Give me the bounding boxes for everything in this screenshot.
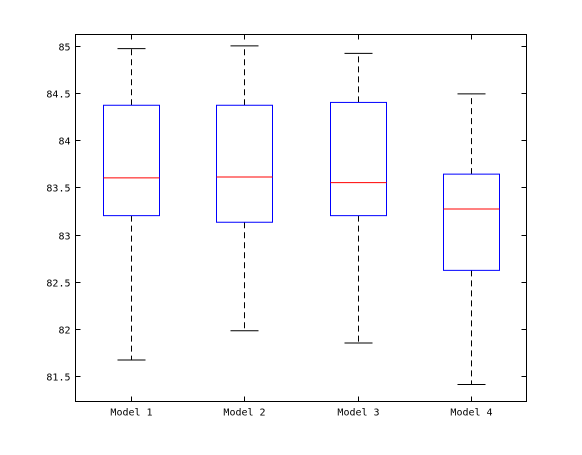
- y-tick-label: 83: [58, 232, 70, 243]
- x-tick-label: Model 3: [337, 408, 379, 419]
- y-tick-label: 84.5: [46, 90, 70, 101]
- box-3: [330, 52, 387, 344]
- y-tick-label: 83.5: [46, 184, 70, 195]
- x-axis: Model 1 Model 2 Model 3 Model 4: [110, 34, 493, 419]
- y-axis: 81.5 82 82.5 83 83.5 84 84.5 85: [46, 43, 527, 384]
- iqr-box: [216, 104, 273, 223]
- x-tick-label: Model 1: [110, 408, 152, 419]
- x-tick-label: Model 2: [223, 408, 265, 419]
- y-tick-label: 82.5: [46, 279, 70, 290]
- box-2: [216, 45, 273, 332]
- iqr-box: [103, 104, 160, 217]
- y-tick-label: 85: [58, 43, 70, 54]
- iqr-box: [330, 101, 387, 217]
- y-tick-label: 84: [58, 137, 70, 148]
- box-4: [443, 93, 500, 386]
- y-tick-label: 82: [58, 326, 70, 337]
- box-1: [103, 48, 160, 361]
- boxes-group: [103, 45, 500, 386]
- y-tick-label: 81.5: [46, 373, 70, 384]
- x-tick-label: Model 4: [450, 408, 492, 419]
- iqr-box: [443, 173, 500, 271]
- plot-area-frame: [75, 34, 527, 402]
